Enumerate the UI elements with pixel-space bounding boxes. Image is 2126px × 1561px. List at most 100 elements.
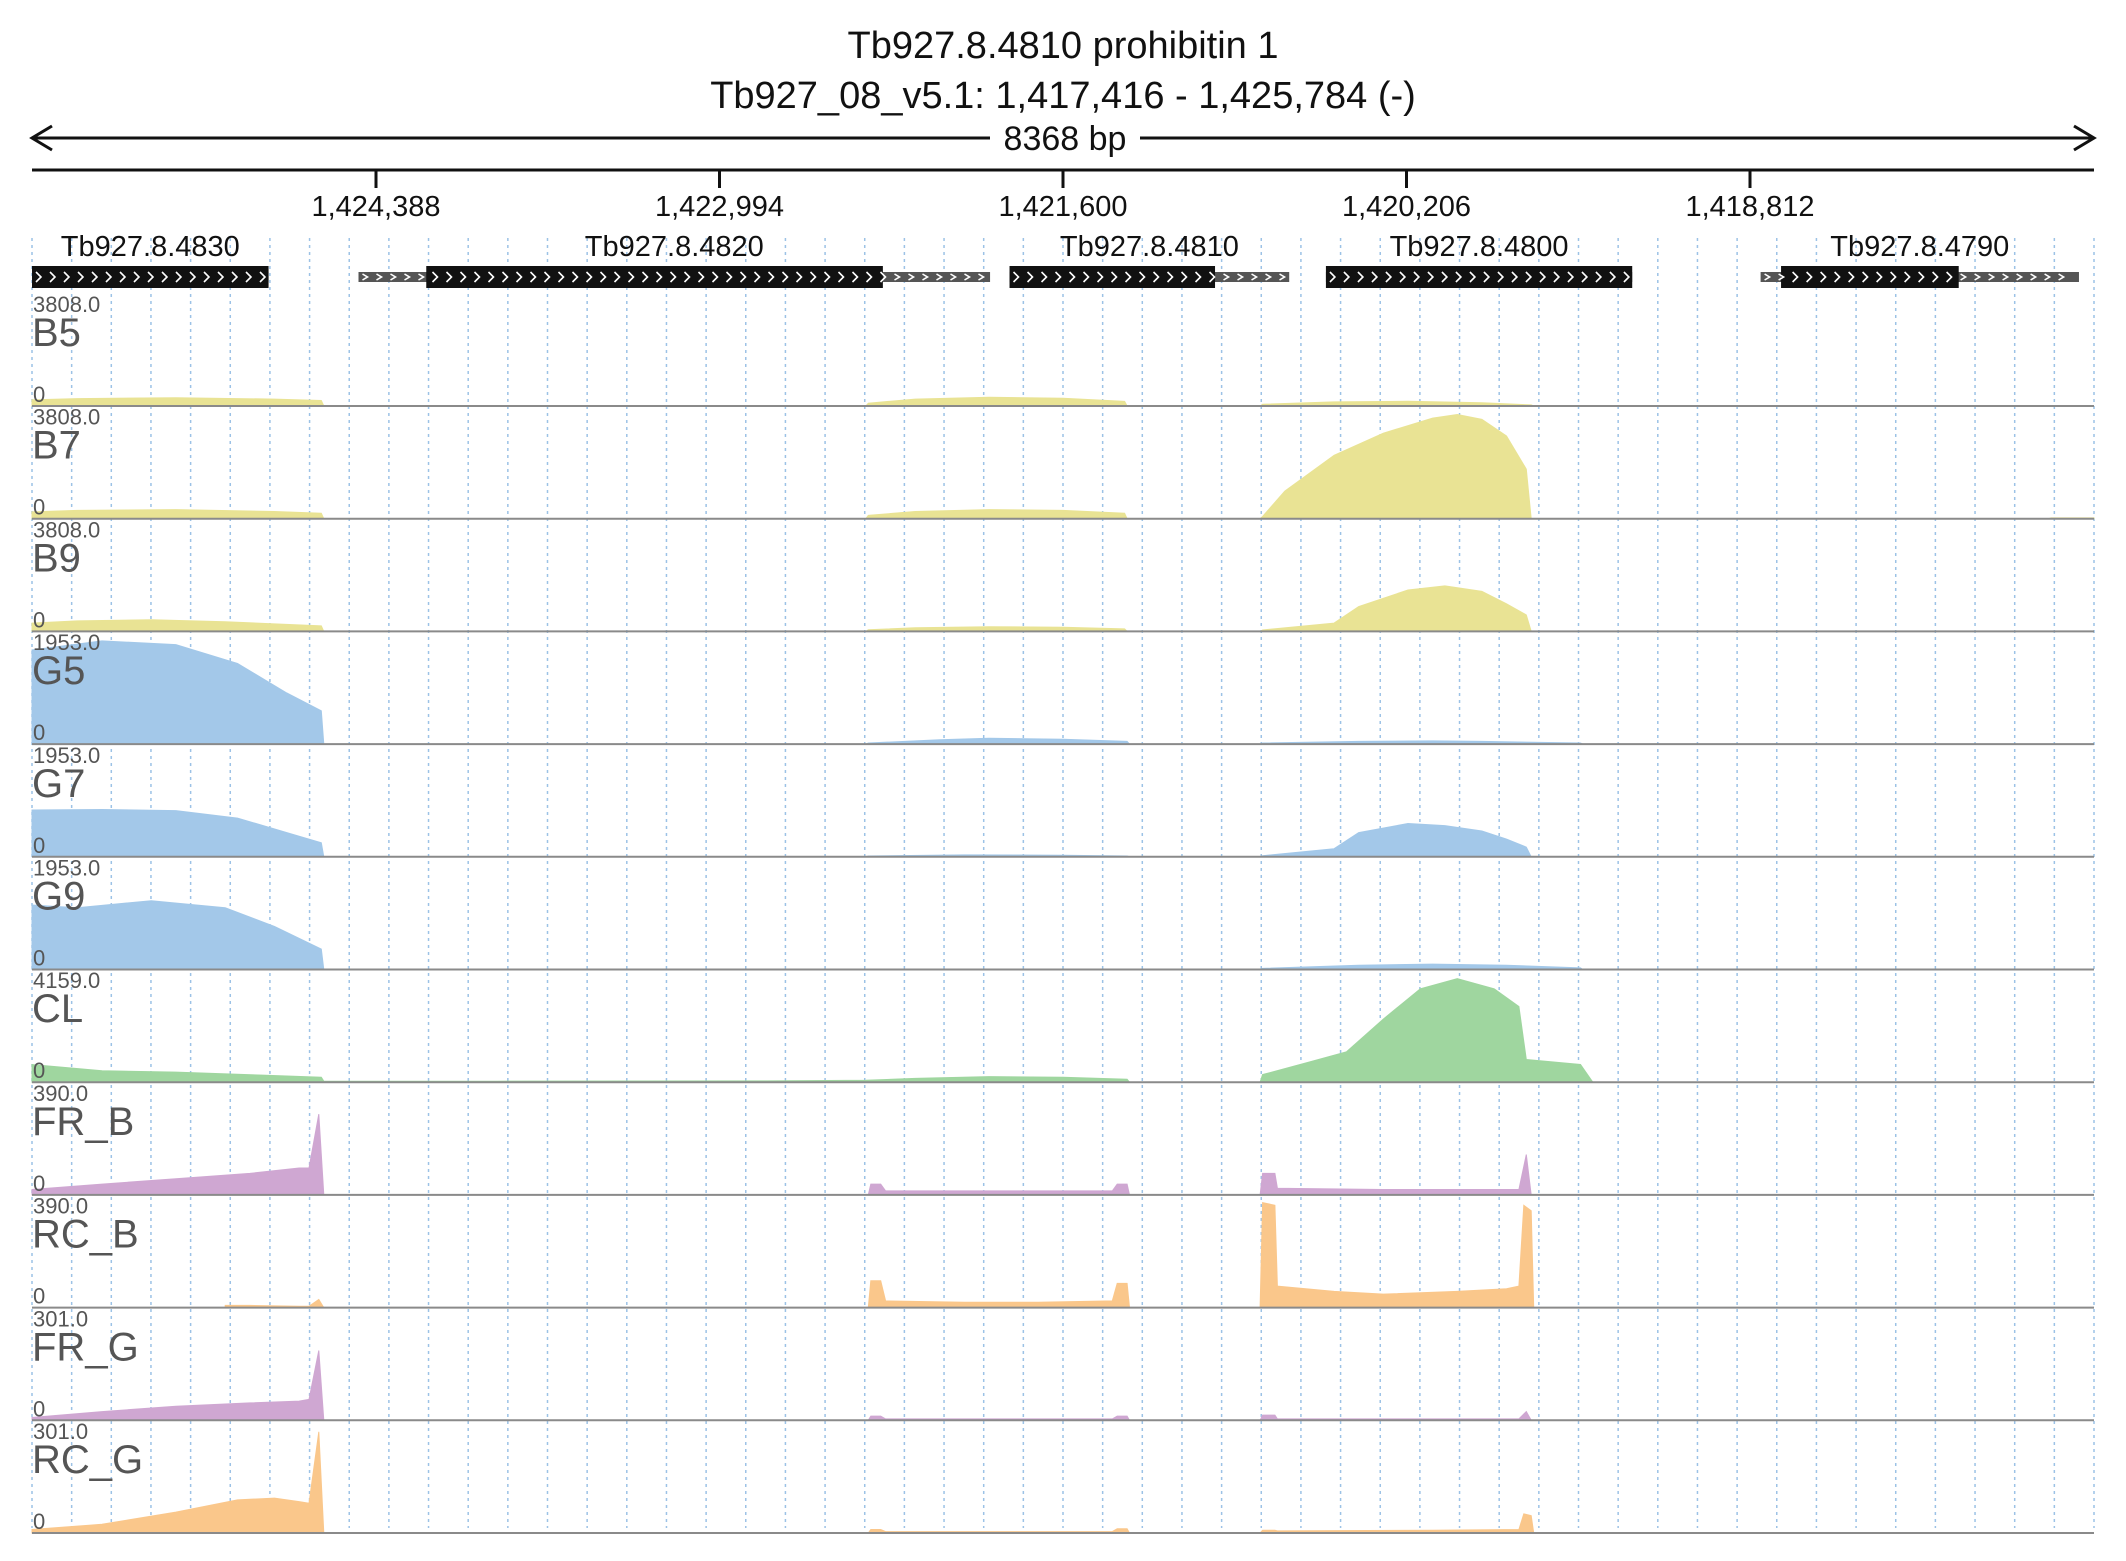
strand-chevron-icon [1096,271,1104,283]
strand-chevron-icon [922,273,930,281]
gene-cds [1781,266,1959,288]
tick-label: 1,424,388 [311,191,440,223]
strand-chevron-icon [1960,273,1968,281]
gene-label: Tb927.8.4790 [1830,231,2009,263]
strand-chevron-icon [1876,271,1883,283]
strand-chevron-icon [161,271,169,283]
strand-chevron-icon [1890,271,1897,283]
gene-title: Tb927.8.4810 prohibitin 1 [848,25,1279,67]
gene-label: Tb927.8.4800 [1390,231,1569,263]
track-name: G9 [32,875,85,919]
track-fr-b: 390.0FR_B 0 [31,1081,2094,1196]
strand-chevron-icon [1483,271,1491,283]
strand-chevron-icon [950,273,958,281]
track-b5: 3808.0B5 0 [31,292,2094,407]
strand-chevron-icon [725,271,733,283]
strand-chevron-icon [119,271,127,283]
track-name: G7 [32,762,85,806]
strand-chevron-icon [1974,273,1982,281]
gene-label: Tb927.8.4820 [585,231,764,263]
strand-chevron-icon [908,273,916,281]
strand-chevron-icon [1806,271,1813,283]
strand-chevron-icon [515,271,523,283]
strand-chevron-icon [655,271,663,283]
strand-chevron-icon [1862,271,1869,283]
coverage-area [31,1114,2094,1196]
track-max-label: 1953.0 [33,630,100,655]
strand-chevron-icon [599,271,607,283]
strand-chevron-icon [1581,271,1589,283]
strand-chevron-icon [217,271,225,283]
locus-coordinates: Tb927_08_v5.1: 1,417,416 - 1,425,784 (-) [710,75,1416,117]
track-rc-b: 390.0RC_B 0 [32,1194,2094,1309]
strand-chevron-icon [1539,271,1547,283]
strand-chevron-icon [1110,271,1118,283]
strand-chevron-icon [2058,273,2066,281]
gene-cds [1009,266,1216,288]
strand-chevron-icon [2002,273,2010,281]
strand-chevron-icon [1152,271,1160,283]
strand-chevron-icon [203,271,211,283]
track-g9: 1953.0G9 0 [31,856,2094,971]
strand-chevron-icon [894,273,902,281]
track-name: FR_B [32,1100,134,1144]
strand-chevron-icon [63,271,71,283]
strand-chevron-icon [49,271,57,283]
track-zero-label: 0 [33,1171,45,1196]
strand-chevron-icon [1623,271,1631,283]
tick-label: 1,422,994 [655,191,784,223]
strand-chevron-icon [105,271,113,283]
track-zero-label: 0 [33,1509,45,1534]
coverage-area [31,640,2094,745]
strand-chevron-icon [837,271,845,283]
strand-chevron-icon [1820,271,1827,283]
track-fr-g: 301.0FR_G 0 [31,1306,2094,1422]
coverage-area [224,1201,2094,1309]
gene-cds [426,266,883,288]
strand-chevron-icon [2044,273,2052,281]
track-name: RC_G [32,1438,143,1482]
track-zero-label: 0 [33,495,45,520]
strand-chevron-icon [501,271,509,283]
strand-chevron-icon [1413,271,1421,283]
strand-chevron-icon [1251,273,1259,281]
strand-chevron-icon [1040,271,1048,283]
left-arrowhead-icon [29,124,53,152]
span-ruler: 8368 bp [29,120,2097,158]
strand-chevron-icon [781,271,789,283]
strand-chevron-icon [459,271,467,283]
gene-label: Tb927.8.4810 [1060,231,1239,263]
track-zero-label: 0 [33,1284,45,1309]
track-cl: 4159.0CL 0 [31,968,2094,1084]
strand-chevron-icon [711,271,719,283]
strand-chevron-icon [1357,271,1365,283]
strand-chevron-icon [245,271,253,283]
strand-chevron-icon [1834,271,1841,283]
strand-chevron-icon [1265,273,1273,281]
strand-chevron-icon [529,271,537,283]
strand-chevron-icon [1385,271,1393,283]
coverage-area [31,1431,2094,1534]
strand-chevron-icon [1946,271,1953,283]
strand-chevron-icon [1208,271,1216,283]
strand-chevron-icon [1237,273,1245,281]
tick-label: 1,420,206 [1342,191,1471,223]
strand-chevron-icon [1918,271,1925,283]
strand-chevron-icon [543,271,551,283]
strand-chevron-icon [613,271,621,283]
track-name: FR_G [32,1325,139,1369]
track-zero-label: 0 [33,833,45,858]
strand-chevron-icon [865,271,873,283]
strand-chevron-icon [1441,271,1449,283]
track-max-label: 301.0 [33,1419,88,1444]
axis-ticks: 1,424,388 1,422,994 1,421,600 1,420,206 1,41… [311,170,1815,223]
strand-chevron-icon [1068,271,1076,283]
strand-chevron-icon [473,271,481,283]
strand-chevron-icon [487,271,495,283]
track-b9: 3808.0B9 0 [31,517,2094,633]
strand-chevron-icon [1497,271,1505,283]
track-name: CL [32,987,83,1031]
track-name: B7 [32,424,81,468]
gene-track: Tb927.8.4830 Tb927.8.4820 Tb927.8.4810 Tb92… [32,231,2079,288]
